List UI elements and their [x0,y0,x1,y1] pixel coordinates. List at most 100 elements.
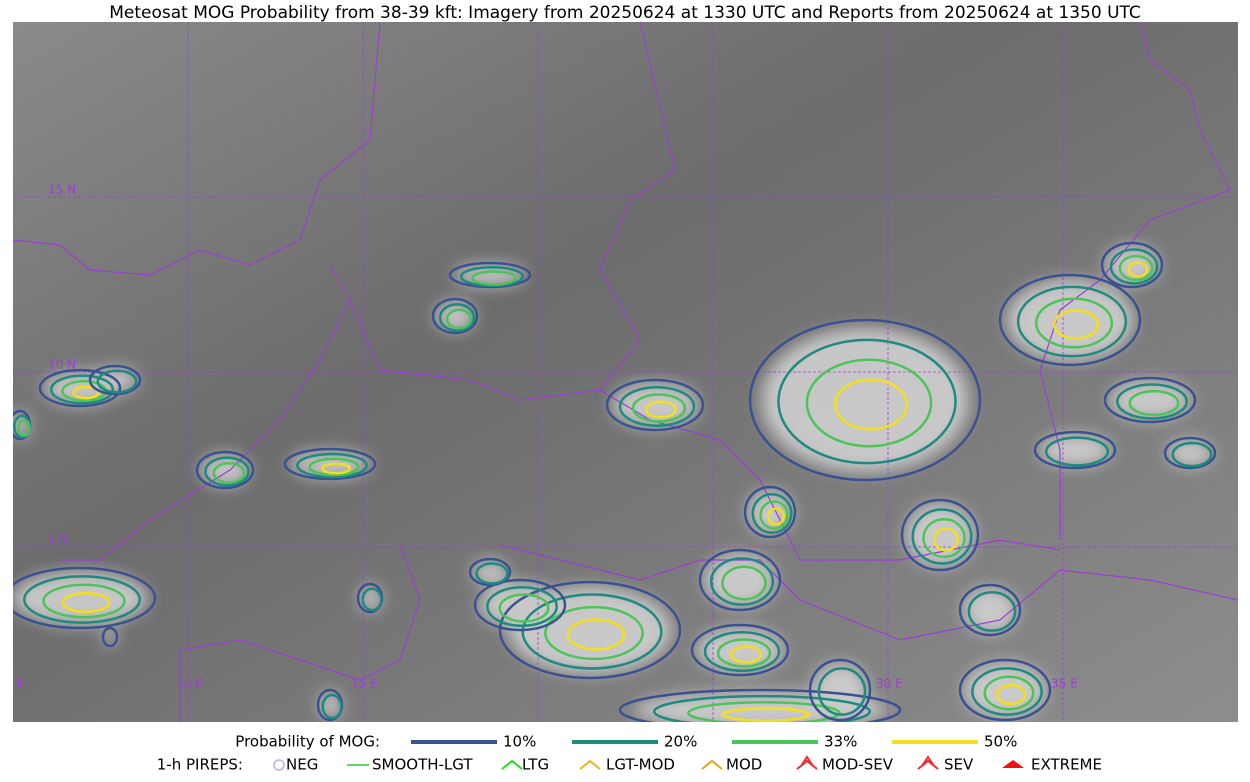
contour [1044,436,1110,467]
contour [834,378,908,431]
pirep-icon [701,759,723,770]
contour [958,583,1022,637]
cloud [696,627,784,673]
contour [721,707,811,722]
pireps-title: 1-h PIREPS: [157,756,243,774]
contour [96,369,138,394]
contour [486,586,558,627]
contour [1171,441,1213,468]
contour [320,462,352,475]
contour [900,498,980,572]
contour [777,338,957,465]
contour [1016,285,1128,358]
graticule: 15 N 10 N 5 N 5 E 10 E 15 E 30 E 35 E [5,22,1238,722]
contour [687,700,841,722]
contour [698,548,782,612]
lat-label: 10 N [48,358,76,372]
pirep-icon [917,755,939,770]
pirep-icon [1002,760,1024,768]
title: Meteosat MOG Probability from 38-39 kft:… [109,3,1141,23]
contour [998,273,1142,367]
contour [38,368,122,408]
cloud [905,503,975,567]
legend: Probability of MOG: 1-h PIREPS: 10% 20% 33… [157,733,1102,774]
contour [321,693,343,720]
contour [958,658,1052,722]
contour [468,557,512,587]
contour [971,667,1043,716]
lon-label: 35 E [1051,677,1078,691]
contour [995,683,1027,706]
cloud [479,582,561,628]
contour [459,266,525,287]
cloud [761,328,969,472]
contour [42,583,126,619]
contour [1127,261,1149,278]
lon-label: 15 E [351,677,378,691]
contour [49,374,115,405]
pirep-label: EXTREME [1031,756,1102,774]
contour [448,261,532,289]
map: 15 N 10 N 5 N 5 E 10 E 15 E 30 E 35 E [5,22,1238,722]
lat-label: 5 N [48,533,68,547]
legend-label: 50% [984,733,1017,751]
contour [1053,309,1099,340]
contour [1103,376,1197,424]
contour [805,358,933,448]
contour [911,508,973,565]
pirep-icon [579,759,601,770]
contour [748,318,982,482]
contour [1100,241,1164,289]
legend-label: 20% [664,733,697,751]
contour [652,694,872,722]
lat-label: 15 N [48,183,76,197]
contour [1128,389,1180,417]
pirep-icon [273,759,285,771]
pirep-label: NEG [286,756,318,774]
contour [296,452,368,479]
border [349,22,676,401]
mog-contours [13,241,1217,722]
contour [716,638,772,668]
contour [1163,436,1217,470]
lon-label: 30 E [876,677,903,691]
contour [61,591,111,614]
pirep-icon [501,759,523,770]
contour [1118,254,1154,282]
contour [101,626,119,648]
contour [88,364,142,396]
pirep-label: SEV [944,756,974,774]
borders [13,22,1238,722]
contour [204,456,250,487]
border [599,389,1061,561]
contour [308,457,360,477]
contour [1109,248,1159,285]
border [60,264,351,561]
contour [544,605,644,661]
contour [759,500,789,530]
pirep-label: MOD-SEV [822,756,894,774]
contour [983,675,1035,711]
contour [17,419,31,437]
contour [498,593,550,623]
contour [438,303,476,332]
contour [283,447,377,481]
contour [808,658,872,722]
pirep-label: LTG [522,756,549,774]
cloud [964,663,1046,717]
contour [1034,297,1114,349]
contour [1033,430,1117,470]
contour [521,593,663,670]
contour [932,527,960,552]
lon-label: 5 E [5,677,24,691]
pirep-icon [796,755,818,770]
contour [498,580,682,680]
contour [644,400,678,419]
pirep-label: LGT-MOD [606,756,675,774]
contour [72,385,100,400]
contour [709,557,775,606]
legend-label: 10% [503,733,536,751]
contour [431,297,479,335]
contour [721,565,767,601]
